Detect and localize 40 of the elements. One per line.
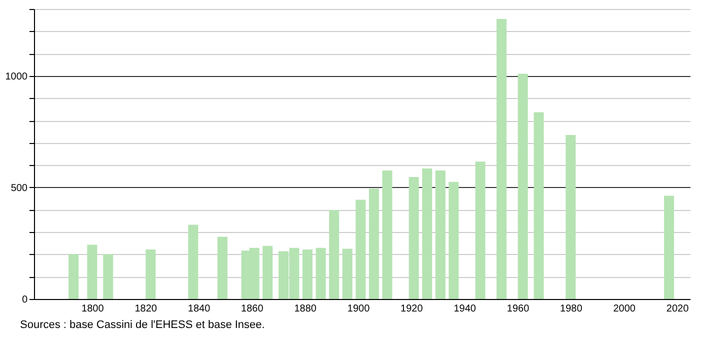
- bar: [475, 162, 486, 299]
- bar: [518, 74, 528, 299]
- bar: [422, 168, 432, 299]
- x-tick-label: 1860: [241, 304, 264, 314]
- x-tick-label: 2020: [666, 304, 690, 314]
- bar: [664, 196, 674, 299]
- bar: [146, 249, 156, 299]
- y-tick-label: 0: [22, 294, 28, 306]
- x-tick-label: 1880: [294, 304, 317, 314]
- x-tick-label: 1820: [134, 304, 158, 314]
- x-tick-label: 1840: [188, 304, 211, 314]
- bar: [356, 200, 366, 299]
- bar: [329, 210, 340, 299]
- x-tick-label: 1900: [347, 304, 370, 314]
- bar: [382, 170, 392, 299]
- bar: [302, 249, 312, 299]
- x-tick-label: 1940: [454, 304, 476, 314]
- x-tick-label: 1800: [82, 304, 104, 314]
- x-tick-label: 2000: [613, 304, 636, 314]
- x-tick-label: 1920: [400, 304, 424, 314]
- bar: [217, 236, 228, 299]
- bar: [496, 19, 507, 299]
- bar: [534, 112, 544, 299]
- bar: [316, 248, 326, 299]
- bar: [566, 135, 576, 299]
- bar: [435, 170, 446, 299]
- x-tick-label: 1980: [560, 304, 583, 314]
- x-tick-label: 1960: [506, 304, 530, 314]
- bar: [68, 254, 79, 299]
- bar: [87, 244, 98, 299]
- bar: [342, 248, 352, 299]
- bar: [368, 188, 379, 299]
- bar: [262, 246, 273, 299]
- bar: [408, 176, 419, 299]
- y-tick-label: 500: [10, 182, 28, 194]
- source-note: Sources : base Cassini de l'EHESS et base Insee.: [20, 319, 266, 331]
- bar: [448, 182, 459, 299]
- bar: [103, 254, 114, 299]
- bar: [188, 224, 198, 299]
- y-tick-label: 1000: [5, 71, 28, 82]
